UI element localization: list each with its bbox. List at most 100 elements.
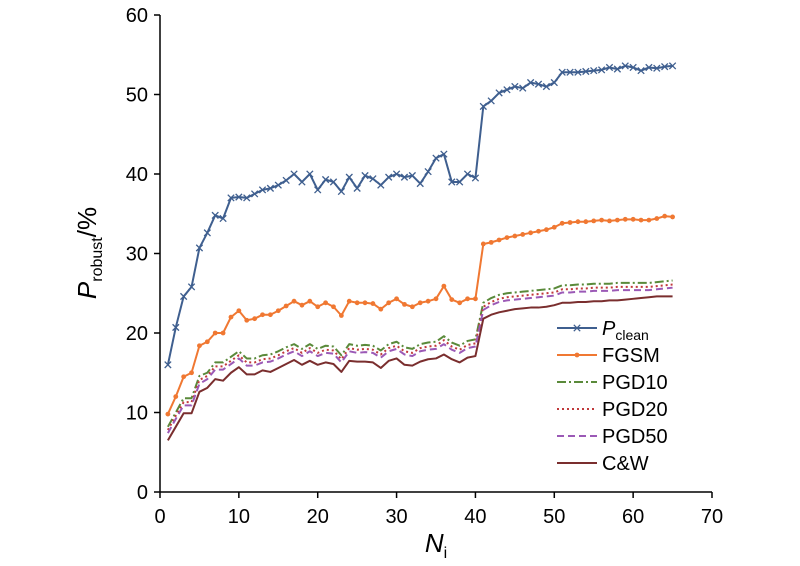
data-point	[511, 82, 519, 91]
data-point	[361, 171, 369, 180]
data-point	[559, 220, 565, 226]
data-point	[283, 303, 289, 309]
data-point	[370, 301, 376, 306]
data-point	[566, 68, 574, 76]
data-point	[258, 186, 267, 194]
data-point	[599, 217, 604, 223]
data-point	[307, 298, 313, 304]
data-point	[329, 178, 338, 186]
data-point	[220, 330, 226, 336]
data-point	[534, 80, 543, 88]
data-point	[558, 68, 566, 76]
data-point	[449, 297, 455, 303]
legend-label: C&W	[602, 453, 649, 475]
data-point	[638, 217, 644, 223]
data-point	[542, 82, 551, 91]
data-point	[630, 216, 636, 222]
data-point	[219, 214, 227, 223]
data-point	[520, 232, 526, 237]
data-point	[369, 175, 377, 183]
data-point	[645, 63, 653, 72]
data-point	[323, 300, 328, 306]
data-point	[235, 193, 243, 201]
data-point	[181, 374, 187, 380]
legend-item: PGD20	[557, 399, 668, 421]
data-point	[463, 170, 472, 178]
series-5	[167, 295, 673, 441]
data-point	[670, 214, 675, 220]
data-point	[575, 219, 581, 225]
data-point	[621, 62, 629, 70]
legend-label: PGD20	[602, 399, 668, 421]
data-point	[386, 300, 392, 306]
data-point	[252, 316, 258, 322]
data-point	[496, 237, 502, 243]
data-point	[204, 339, 210, 345]
data-point	[266, 184, 275, 192]
data-point	[473, 296, 478, 302]
data-point	[613, 65, 622, 73]
data-point	[331, 304, 336, 310]
data-point	[345, 173, 353, 181]
data-point	[653, 64, 661, 72]
data-point	[187, 283, 196, 291]
data-point	[244, 317, 250, 323]
data-point	[448, 178, 456, 186]
data-point	[425, 298, 431, 304]
legend-item: FGSM	[557, 345, 660, 367]
legend-label: PGD50	[602, 426, 668, 448]
ticks: 0 10 20 30 40 50 60 70 0 10 20 30 40 50 60	[126, 5, 723, 528]
data-point	[173, 394, 179, 399]
series-line	[166, 64, 673, 366]
data-point	[165, 411, 171, 417]
data-point	[567, 220, 573, 225]
data-point	[409, 304, 415, 310]
x-axis-label: Ni	[425, 528, 447, 562]
data-point	[614, 217, 620, 223]
data-point	[417, 300, 423, 306]
x-tick-label: 10	[228, 506, 250, 528]
data-point	[661, 63, 669, 71]
data-point	[164, 361, 172, 369]
legend-item: PGD50	[557, 426, 668, 448]
data-point	[424, 167, 432, 176]
data-point	[590, 66, 598, 75]
x-tick-label: 70	[701, 506, 723, 528]
data-point	[479, 102, 487, 111]
series-1	[165, 213, 675, 417]
data-point	[378, 306, 384, 312]
y-tick-label: 60	[126, 5, 148, 27]
data-point	[400, 173, 409, 181]
x-tick-label: 60	[622, 506, 644, 528]
data-point	[236, 308, 242, 314]
legend-label: Pclean	[602, 318, 649, 343]
data-point	[480, 241, 486, 247]
data-point	[637, 66, 645, 75]
data-point	[306, 170, 314, 178]
data-point	[432, 154, 440, 162]
data-point	[189, 370, 194, 376]
data-point	[416, 179, 424, 188]
data-point	[212, 330, 218, 336]
data-point	[465, 296, 470, 302]
series-0	[164, 62, 677, 369]
data-point	[346, 298, 352, 304]
data-point	[440, 150, 448, 158]
x-tick-label: 30	[385, 506, 407, 528]
series-4	[167, 286, 673, 434]
data-point	[195, 244, 204, 252]
y-tick-label: 40	[126, 164, 148, 186]
data-point	[526, 78, 535, 87]
y-tick-label: 30	[126, 244, 148, 266]
data-point	[668, 62, 677, 70]
data-point	[582, 67, 590, 76]
data-point	[385, 173, 393, 181]
series-line	[166, 215, 673, 415]
data-point	[227, 194, 235, 202]
data-point	[622, 216, 628, 222]
data-point	[607, 218, 612, 224]
series-line	[167, 283, 673, 431]
data-point	[354, 300, 360, 306]
data-point	[179, 292, 188, 301]
